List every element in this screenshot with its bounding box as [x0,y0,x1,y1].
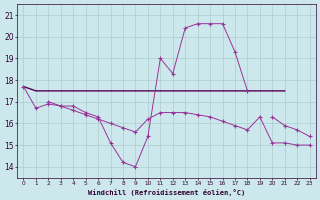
X-axis label: Windchill (Refroidissement éolien,°C): Windchill (Refroidissement éolien,°C) [88,189,245,196]
